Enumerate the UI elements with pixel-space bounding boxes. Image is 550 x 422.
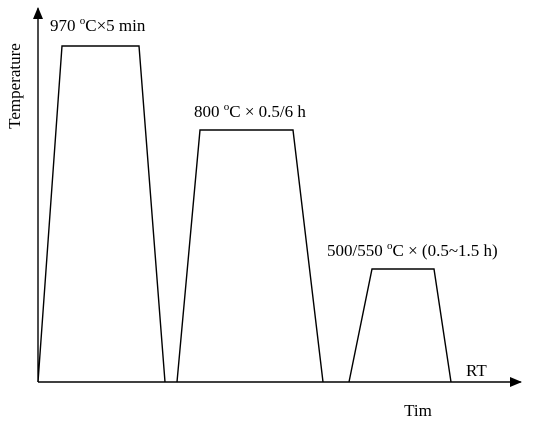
x-axis-label: Tim [404,401,432,420]
baseline-label: RT [466,361,487,380]
solution-treatment-label: 970 oC×5 min [50,15,146,35]
solution-treatment-profile [37,45,166,383]
aging-profile [348,268,452,383]
stabilization-profile [176,129,324,383]
stabilization-label: 800 oC × 0.5/6 h [194,101,306,121]
aging-label: 500/550 oC × (0.5~1.5 h) [327,240,498,260]
y-axis-label: Temperature [5,43,24,129]
